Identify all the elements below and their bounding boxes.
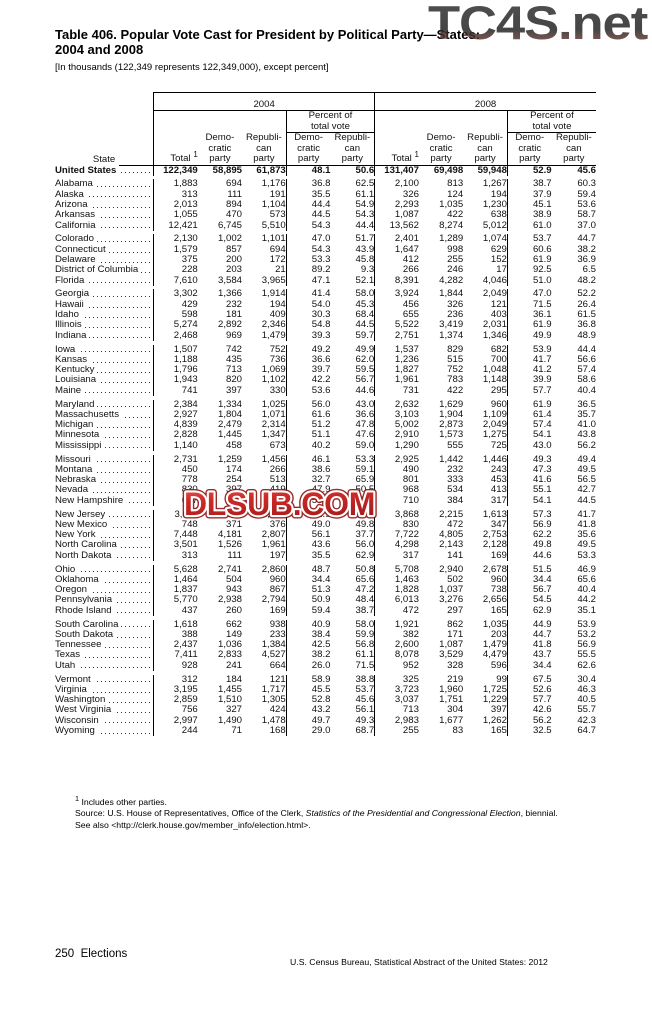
- svg-text:TC4S.net: TC4S.net: [428, 0, 648, 47]
- svg-text:DLSUB.COM: DLSUB.COM: [184, 486, 375, 522]
